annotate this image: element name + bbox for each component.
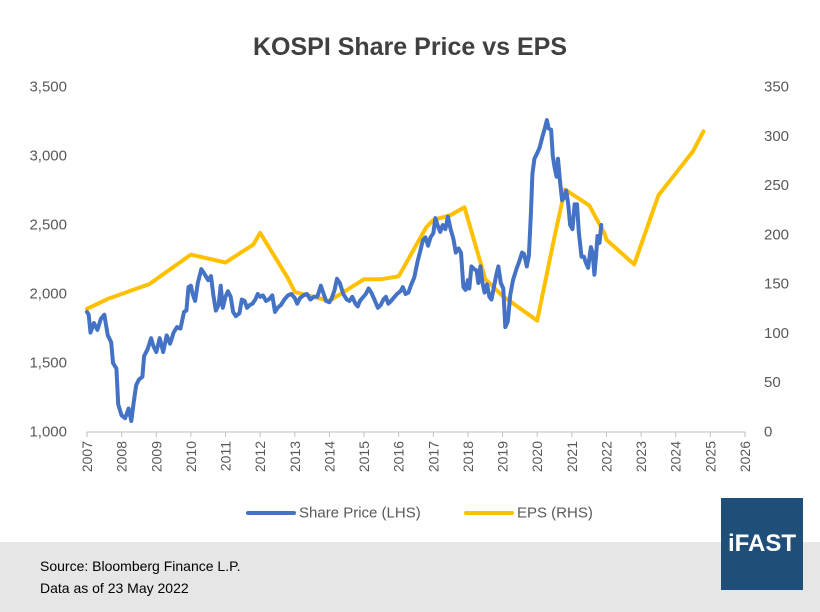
y-right-tick-label: 300 (764, 128, 789, 145)
x-tick-label: 2014 (321, 441, 337, 472)
x-tick-label: 2010 (183, 441, 199, 472)
y-right-tick-label: 350 (764, 79, 789, 96)
x-tick-label: 2007 (79, 441, 95, 472)
y-left-tick-label: 3,000 (29, 148, 67, 165)
x-tick-label: 2012 (252, 441, 268, 472)
legend: Share Price (LHS) EPS (RHS) (246, 505, 593, 522)
y-left-tick-label: 2,000 (29, 286, 67, 303)
x-tick-label: 2017 (425, 441, 441, 472)
y-left-tick-label: 1,500 (29, 355, 67, 372)
x-tick-label: 2020 (529, 441, 545, 472)
chart-title: KOSPI Share Price vs EPS (253, 33, 567, 61)
x-tick-label: 2013 (287, 441, 303, 472)
data-date-note: Data as of 23 May 2022 (40, 580, 189, 596)
axes: 2007 2008 2009 2010 2011 2012 2013 2014 2015 2016… (29, 79, 789, 473)
footer: Source: Bloomberg Finance L.P. Data as o… (0, 542, 820, 612)
logo-text: iFAST (727, 530, 796, 557)
ifast-logo: iFAST (721, 498, 803, 590)
legend-eps-label: EPS (RHS) (517, 505, 593, 522)
x-tick-label: 2025 (702, 441, 718, 472)
x-tick-label: 2008 (114, 441, 130, 472)
x-tick-label: 2018 (460, 441, 476, 472)
y-left-tick-label: 1,000 (29, 424, 67, 441)
y-right-tick-label: 200 (764, 226, 789, 243)
x-tick-label: 2011 (218, 441, 234, 471)
source-note: Source: Bloomberg Finance L.P. (40, 558, 241, 574)
x-tick-label: 2016 (391, 441, 407, 472)
eps-line (85, 129, 706, 323)
y-right-tick-label: 0 (764, 424, 772, 441)
y-right-tick-label: 100 (764, 325, 789, 342)
x-tick-label: 2023 (633, 441, 649, 472)
x-tick-label: 2009 (148, 441, 164, 472)
x-tick-label: 2015 (356, 441, 372, 472)
x-tick-label: 2024 (668, 441, 684, 472)
y-right-tick-label: 50 (764, 374, 781, 391)
x-tick-label: 2019 (495, 441, 511, 472)
y-left-tick-label: 2,500 (29, 217, 67, 234)
x-tick-label: 2021 (564, 441, 580, 472)
y-right-tick-label: 150 (764, 276, 789, 293)
legend-share-price-label: Share Price (LHS) (299, 505, 421, 522)
y-right-tick-label: 250 (764, 177, 789, 194)
y-left-tick-label: 3,500 (29, 79, 67, 96)
x-tick-label: 2026 (737, 441, 753, 472)
share-price-line (85, 118, 604, 423)
series-layer (85, 118, 706, 423)
x-tick-label: 2022 (598, 441, 614, 472)
